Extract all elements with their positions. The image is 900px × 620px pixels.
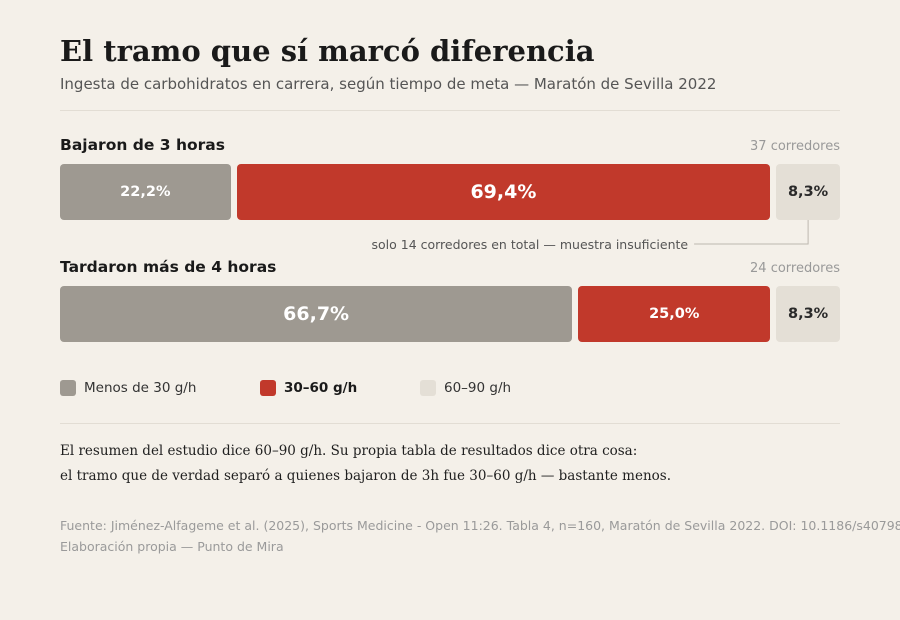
bar-segment-over4h-menos-30: 66,7% [60,286,573,342]
legend-item-30-60: 30–60 g/h [260,380,357,396]
bar-row-sub3h: 22,2% 69,4% 8,3% [60,164,840,220]
annotation-connector [694,220,809,245]
legend-item-60-90: 60–90 g/h [420,380,511,396]
bar-segment-over4h-60-90: 8,3% [776,286,840,342]
credit-note: Elaboración propia — Punto de Mira [60,539,284,554]
bar-row-over4h: 66,7% 25,0% 8,3% [60,286,840,342]
legend-label-menos-30: Menos de 30 g/h [84,380,197,396]
bar-label-over4h-menos-30: 66,7% [283,303,350,325]
bar-label-sub3h-menos-30: 22,2% [120,184,171,200]
legend-label-30-60: 30–60 g/h [284,380,358,396]
group-count-over4h: 24 corredores [750,261,840,276]
divider [60,423,840,424]
bar-label-over4h-30-60: 25,0% [649,306,700,322]
bar-segment-sub3h-60-90: 8,3% [776,164,840,220]
legend-swatch-menos-30 [60,380,76,396]
legend-label-60-90: 60–90 g/h [444,380,512,396]
body-text-line-2: el tramo que de verdad separó a quienes … [60,468,671,484]
legend-item-menos-30: Menos de 30 g/h [60,380,196,396]
bar-label-sub3h-30-60: 69,4% [470,181,537,203]
divider [60,110,840,111]
body-text-line-1: El resumen del estudio dice 60–90 g/h. S… [60,443,638,459]
source-note: Fuente: Jiménez-Alfageme et al. (2025), … [60,518,900,533]
bar-segment-sub3h-menos-30: 22,2% [60,164,231,220]
legend-swatch-30-60 [260,380,276,396]
annotation-text: solo 14 corredores en total — muestra in… [371,237,689,252]
legend-swatch-60-90 [420,380,436,396]
group-label-sub3h: Bajaron de 3 horas [60,136,225,154]
chart-title: El tramo que sí marcó diferencia [60,34,595,68]
chart-subtitle: Ingesta de carbohidratos en carrera, seg… [60,75,717,93]
group-count-sub3h: 37 corredores [750,139,840,154]
bar-segment-sub3h-30-60: 69,4% [236,164,771,220]
bar-label-sub3h-60-90: 8,3% [787,184,829,200]
bar-segment-over4h-30-60: 25,0% [578,286,771,342]
legend: Menos de 30 g/h 30–60 g/h 60–90 g/h [60,380,840,398]
group-label-over4h: Tardaron más de 4 horas [60,258,277,276]
bar-label-over4h-60-90: 8,3% [788,306,829,322]
